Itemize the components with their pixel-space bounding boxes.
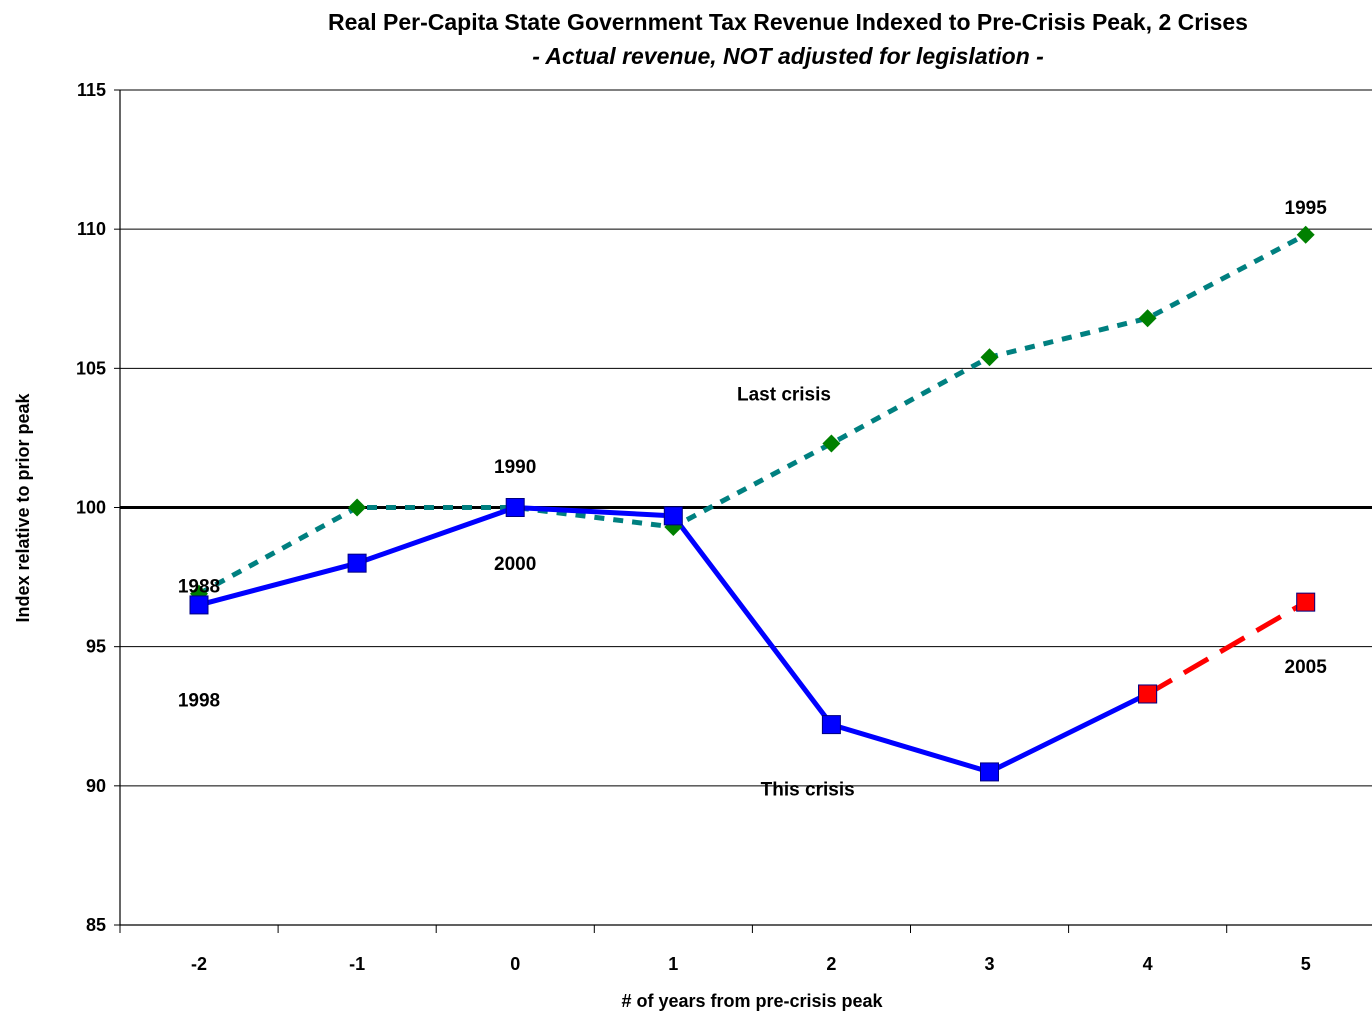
y-tick-label: 110: [77, 219, 106, 239]
data-point: [505, 498, 525, 517]
x-tick-label: -1: [349, 954, 365, 974]
x-tick-label: 1: [668, 954, 678, 974]
data-point: [1296, 225, 1315, 244]
x-tick-label: 2: [826, 954, 836, 974]
axes: [119, 90, 1372, 933]
x-tick-label: 0: [510, 954, 520, 974]
y-tick-label: 100: [76, 498, 106, 518]
y-axis-title: Index relative to prior peak: [13, 392, 33, 622]
data-point: [821, 715, 841, 735]
data-point: [822, 434, 841, 453]
y-tick-label: 95: [86, 637, 106, 657]
y-tick-label: 115: [77, 80, 106, 100]
data-point: [980, 348, 999, 367]
data-point: [347, 553, 367, 573]
y-tick-labels: 85 90 95 100 105 110 115: [76, 80, 106, 935]
x-tick-label: 4: [1143, 954, 1153, 974]
annotation-label: Last crisis: [737, 384, 831, 405]
x-axis-title: # of years from pre-crisis peak: [621, 991, 883, 1011]
data-point: [1296, 592, 1316, 612]
y-tick-label: 105: [76, 358, 106, 378]
annotation-label: 1995: [1285, 198, 1328, 219]
data-point: [980, 762, 999, 782]
chart-subtitle: - Actual revenue, NOT adjusted for legis…: [532, 43, 1044, 69]
y-tick-label: 85: [86, 915, 106, 935]
gridlines: [114, 89, 1372, 926]
annotation-label: 2000: [494, 554, 536, 575]
x-tick-label: 3: [984, 954, 994, 974]
annotation-label: 1998: [178, 691, 220, 712]
annotation-label: This crisis: [761, 780, 855, 801]
annotations: 1988 1998 1990 2000 Last crisis 1995 2005 This …: [178, 198, 1327, 801]
chart-title: Real Per-Capita State Government Tax Rev…: [328, 9, 1248, 35]
x-tick-label: 5: [1301, 954, 1311, 974]
data-point: [189, 595, 209, 615]
x-tick-labels: -2 -1 0 1 2 3 4 5: [191, 954, 1311, 974]
annotation-label: 1988: [178, 576, 220, 597]
data-point: [348, 498, 367, 517]
data-point: [1138, 309, 1157, 328]
annotation-label: 2005: [1285, 657, 1328, 678]
y-tick-label: 90: [86, 776, 106, 796]
data-point: [1138, 684, 1158, 704]
series-line: [197, 232, 1307, 596]
series-line: [198, 505, 1149, 775]
series-markers: [189, 225, 1316, 782]
x-tick-label: -2: [191, 954, 207, 974]
data-point: [663, 506, 683, 526]
series-line: [1146, 599, 1307, 697]
annotation-label: 1990: [494, 457, 536, 478]
